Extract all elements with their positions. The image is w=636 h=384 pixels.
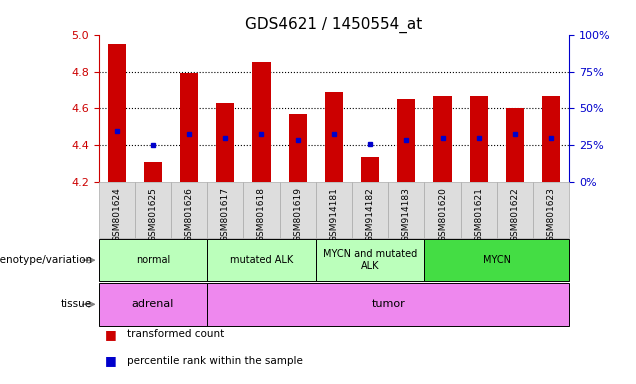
Text: normal: normal [135, 255, 170, 265]
Bar [469, 96, 488, 182]
Bar [180, 73, 198, 182]
Bar [252, 62, 270, 182]
Text: mutated ALK: mutated ALK [230, 255, 293, 265]
Text: percentile rank within the sample: percentile rank within the sample [127, 356, 303, 366]
Bar [244, 182, 280, 238]
Text: GSM801618: GSM801618 [257, 187, 266, 242]
Bar [542, 96, 560, 182]
Text: transformed count: transformed count [127, 329, 225, 339]
Text: GSM801624: GSM801624 [112, 187, 121, 242]
Bar [434, 96, 452, 182]
Title: GDS4621 / 1450554_at: GDS4621 / 1450554_at [245, 17, 422, 33]
Text: GSM801623: GSM801623 [546, 187, 556, 242]
Bar [99, 239, 207, 281]
Bar [424, 239, 569, 281]
Bar [352, 182, 388, 238]
Text: MYCN: MYCN [483, 255, 511, 265]
Text: GSM914183: GSM914183 [402, 187, 411, 242]
Text: GSM801626: GSM801626 [184, 187, 193, 242]
Bar [460, 182, 497, 238]
Bar [361, 157, 379, 182]
Bar [135, 182, 171, 238]
Bar [424, 182, 460, 238]
Bar [107, 44, 126, 182]
Bar [289, 114, 307, 182]
Bar [497, 182, 533, 238]
Bar [171, 182, 207, 238]
Text: GSM801617: GSM801617 [221, 187, 230, 242]
Text: ■: ■ [105, 354, 116, 367]
Bar [207, 239, 316, 281]
Text: tissue: tissue [61, 299, 92, 310]
Text: GSM801621: GSM801621 [474, 187, 483, 242]
Bar [388, 182, 424, 238]
Bar [207, 182, 244, 238]
Bar [99, 283, 207, 326]
Text: ■: ■ [105, 328, 116, 341]
Text: genotype/variation: genotype/variation [0, 255, 92, 265]
Bar [280, 182, 316, 238]
Bar [207, 283, 569, 326]
Text: GSM801622: GSM801622 [511, 187, 520, 242]
Bar [325, 92, 343, 182]
Bar [398, 99, 415, 182]
Text: GSM801620: GSM801620 [438, 187, 447, 242]
Bar [144, 162, 162, 182]
Bar [316, 239, 424, 281]
Text: adrenal: adrenal [132, 299, 174, 310]
Text: GSM801619: GSM801619 [293, 187, 302, 242]
Text: GSM914182: GSM914182 [366, 187, 375, 242]
Text: GSM914181: GSM914181 [329, 187, 338, 242]
Bar [533, 182, 569, 238]
Bar [316, 182, 352, 238]
Bar [216, 103, 234, 182]
Text: GSM801625: GSM801625 [148, 187, 157, 242]
Bar [506, 109, 524, 182]
Text: tumor: tumor [371, 299, 405, 310]
Bar [99, 182, 135, 238]
Text: MYCN and mutated
ALK: MYCN and mutated ALK [323, 249, 417, 271]
